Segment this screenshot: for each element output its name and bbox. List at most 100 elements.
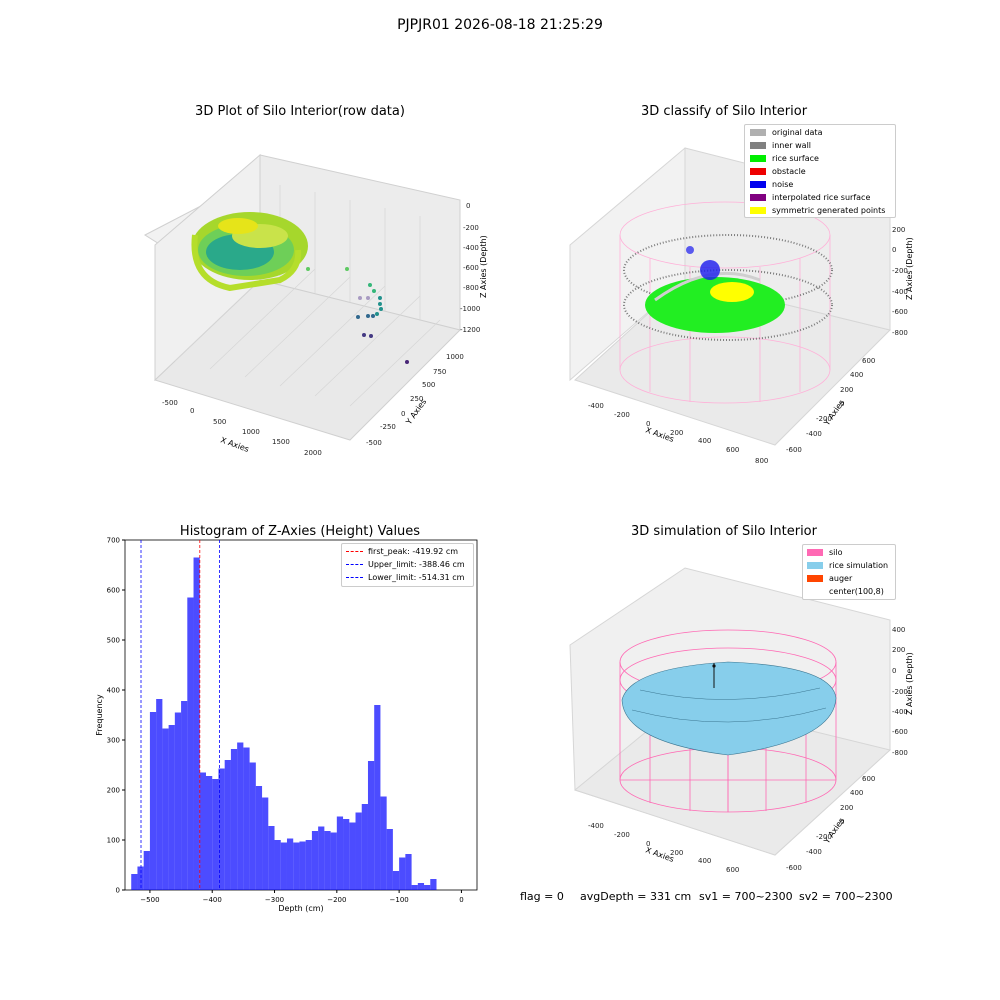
- histogram-bar: [255, 786, 263, 890]
- legend-swatch: [750, 129, 766, 136]
- y-tick-label: 200: [107, 787, 120, 795]
- histogram-bar: [311, 831, 319, 890]
- legend-label: first_peak: -419.92 cm: [368, 547, 459, 556]
- x-tick-label: −300: [265, 896, 284, 904]
- histogram-x-label: Depth (cm): [278, 904, 323, 913]
- simulation-y-ticks: -600 -400 -200 0 200 400 600: [786, 775, 875, 872]
- svg-text:-400: -400: [463, 244, 479, 252]
- y-tick-label: 100: [107, 837, 120, 845]
- x-tick-label: −200: [327, 896, 346, 904]
- svg-text:0: 0: [840, 400, 844, 408]
- svg-text:-200: -200: [614, 831, 630, 839]
- histogram-bar: [237, 742, 244, 890]
- histogram-bar: [411, 885, 418, 890]
- legend-line-swatch: [346, 577, 363, 578]
- svg-text:200: 200: [670, 849, 683, 857]
- histogram-bar: [417, 883, 425, 890]
- svg-text:0: 0: [646, 840, 650, 848]
- histogram-chart: −500 −400 −300 −200 −100 0 0 100 200 300 400 500 60…: [95, 537, 478, 913]
- svg-text:-500: -500: [366, 439, 382, 447]
- svg-text:-800: -800: [892, 329, 908, 337]
- svg-text:1500: 1500: [272, 438, 290, 446]
- svg-text:0: 0: [892, 667, 896, 675]
- classify-z-ticks: 200 0 -200 -400 -600 -800: [892, 226, 908, 337]
- svg-text:-400: -400: [806, 430, 822, 438]
- panel-simulation-title: 3D simulation of Silo Interior: [631, 524, 817, 539]
- histogram-bar: [374, 705, 381, 890]
- svg-text:-200: -200: [816, 833, 832, 841]
- histogram-bar: [361, 804, 368, 890]
- panel-raw-title: 3D Plot of Silo Interior(row data): [195, 104, 405, 119]
- y-tick-label: 300: [107, 737, 120, 745]
- legend-label: auger: [829, 574, 853, 583]
- svg-text:-200: -200: [892, 688, 908, 696]
- classify-legend: original data inner wall rice surface ob…: [744, 124, 896, 218]
- histogram-bar: [286, 838, 294, 890]
- legend-label: Upper_limit: -388.46 cm: [368, 560, 465, 569]
- classify-y-ticks: -600 -400 -200 0 200 400 600: [786, 357, 875, 454]
- histogram-bar: [305, 840, 312, 890]
- svg-text:-400: -400: [806, 848, 822, 856]
- histogram-bar: [249, 762, 256, 890]
- classify-x-ticks: -400 -200 0 200 400 600 800: [588, 402, 768, 465]
- legend-label: Lower_limit: -514.31 cm: [368, 573, 465, 582]
- footer-sv2: sv2 = 700~2300: [799, 890, 893, 903]
- svg-text:600: 600: [862, 775, 875, 783]
- svg-text:-600: -600: [786, 864, 802, 872]
- histogram-bar: [324, 831, 331, 890]
- svg-text:-500: -500: [162, 399, 178, 407]
- histogram-bar: [243, 747, 250, 890]
- histogram-bar: [405, 854, 412, 890]
- legend-swatch: [807, 575, 823, 582]
- raw-y-ticks: -500 -250 0 250 500 750 1000: [366, 353, 464, 447]
- raw-3d-plot: -500 0 500 1000 1500 2000 X Axies -500 -…: [143, 153, 488, 457]
- simulation-x-ticks: -400 -200 0 200 400 600: [588, 822, 739, 874]
- classify-y-label: Y Axies: [822, 398, 847, 428]
- legend-label: inner wall: [772, 141, 812, 150]
- x-tick-label: 0: [459, 896, 463, 904]
- histogram-x-ticks: −500 −400 −300 −200 −100 0: [140, 890, 464, 904]
- x-tick-label: −100: [390, 896, 409, 904]
- histogram-bar: [193, 557, 200, 890]
- svg-text:200: 200: [892, 226, 905, 234]
- svg-text:750: 750: [433, 368, 446, 376]
- footer-sv1: sv1 = 700~2300: [699, 890, 793, 903]
- svg-text:0: 0: [401, 410, 405, 418]
- histogram-bar: [137, 866, 144, 890]
- legend-label: rice simulation: [829, 561, 889, 570]
- raw-x-label: X Axies: [219, 435, 250, 454]
- svg-text:-200: -200: [614, 411, 630, 419]
- histogram-bar: [268, 826, 275, 890]
- panel-classify-title: 3D classify of Silo Interior: [640, 104, 808, 119]
- svg-text:0: 0: [646, 420, 650, 428]
- histogram-bar: [318, 826, 325, 890]
- svg-text:-250: -250: [380, 423, 396, 431]
- figure-title: PJPJR01 2026-08-18 21:25:29: [397, 17, 603, 33]
- svg-text:200: 200: [670, 429, 683, 437]
- histogram-bar: [224, 760, 231, 890]
- raw-z-ticks: 0 -200 -400 -600 -800 -1000 -1200: [460, 202, 480, 334]
- histogram-bar: [280, 842, 287, 890]
- svg-text:200: 200: [892, 646, 905, 654]
- svg-text:0: 0: [892, 246, 896, 254]
- histogram-bar: [330, 832, 337, 890]
- svg-text:0: 0: [466, 202, 470, 210]
- legend-label: interpolated rice surface: [772, 193, 871, 202]
- histogram-bar: [355, 812, 362, 890]
- svg-text:-200: -200: [463, 224, 479, 232]
- y-tick-label: 0: [116, 887, 120, 895]
- raw-z-label: Z Axies (Depth): [479, 235, 488, 298]
- x-tick-label: −500: [140, 896, 159, 904]
- svg-text:-600: -600: [463, 264, 479, 272]
- legend-swatch: [750, 181, 766, 188]
- histogram-vlines: [140, 540, 220, 890]
- histogram-bar: [380, 796, 387, 890]
- legend-swatch: [750, 142, 766, 149]
- svg-text:250: 250: [410, 395, 423, 403]
- svg-text:-1200: -1200: [460, 326, 480, 334]
- simulation-rice-surface: [621, 661, 837, 756]
- svg-text:-400: -400: [892, 288, 908, 296]
- histogram-bar: [293, 842, 300, 890]
- svg-text:200: 200: [840, 804, 853, 812]
- histogram-bar: [205, 776, 213, 890]
